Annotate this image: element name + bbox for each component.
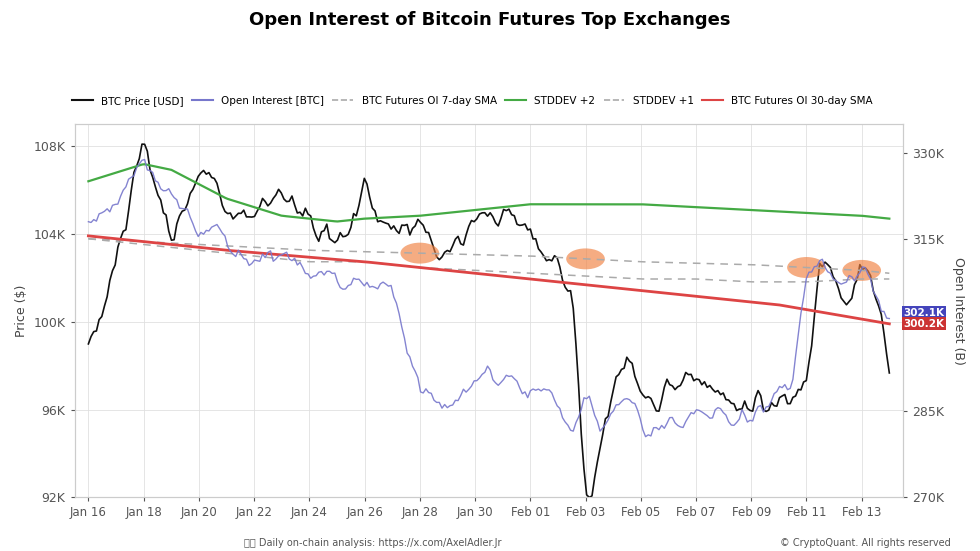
Y-axis label: Open Interest (B): Open Interest (B) — [952, 257, 965, 365]
Y-axis label: Price ($): Price ($) — [15, 284, 28, 337]
Ellipse shape — [787, 257, 826, 278]
Text: Open Interest of Bitcoin Futures Top Exchanges: Open Interest of Bitcoin Futures Top Exc… — [249, 11, 731, 29]
Legend: BTC Price [USD], Open Interest [BTC], BTC Futures OI 7-day SMA, STDDEV +2, STDDE: BTC Price [USD], Open Interest [BTC], BT… — [68, 91, 877, 110]
Text: 🛡️🏅 Daily on-chain analysis: https://x.com/AxelAdler.Jr: 🛡️🏅 Daily on-chain analysis: https://x.c… — [244, 538, 501, 548]
Text: 300.2K: 300.2K — [904, 319, 944, 329]
Ellipse shape — [843, 260, 881, 281]
Ellipse shape — [566, 249, 605, 269]
Text: 302.1K: 302.1K — [904, 308, 944, 318]
Ellipse shape — [401, 242, 439, 263]
Text: © CryptoQuant. All rights reserved: © CryptoQuant. All rights reserved — [780, 538, 951, 548]
